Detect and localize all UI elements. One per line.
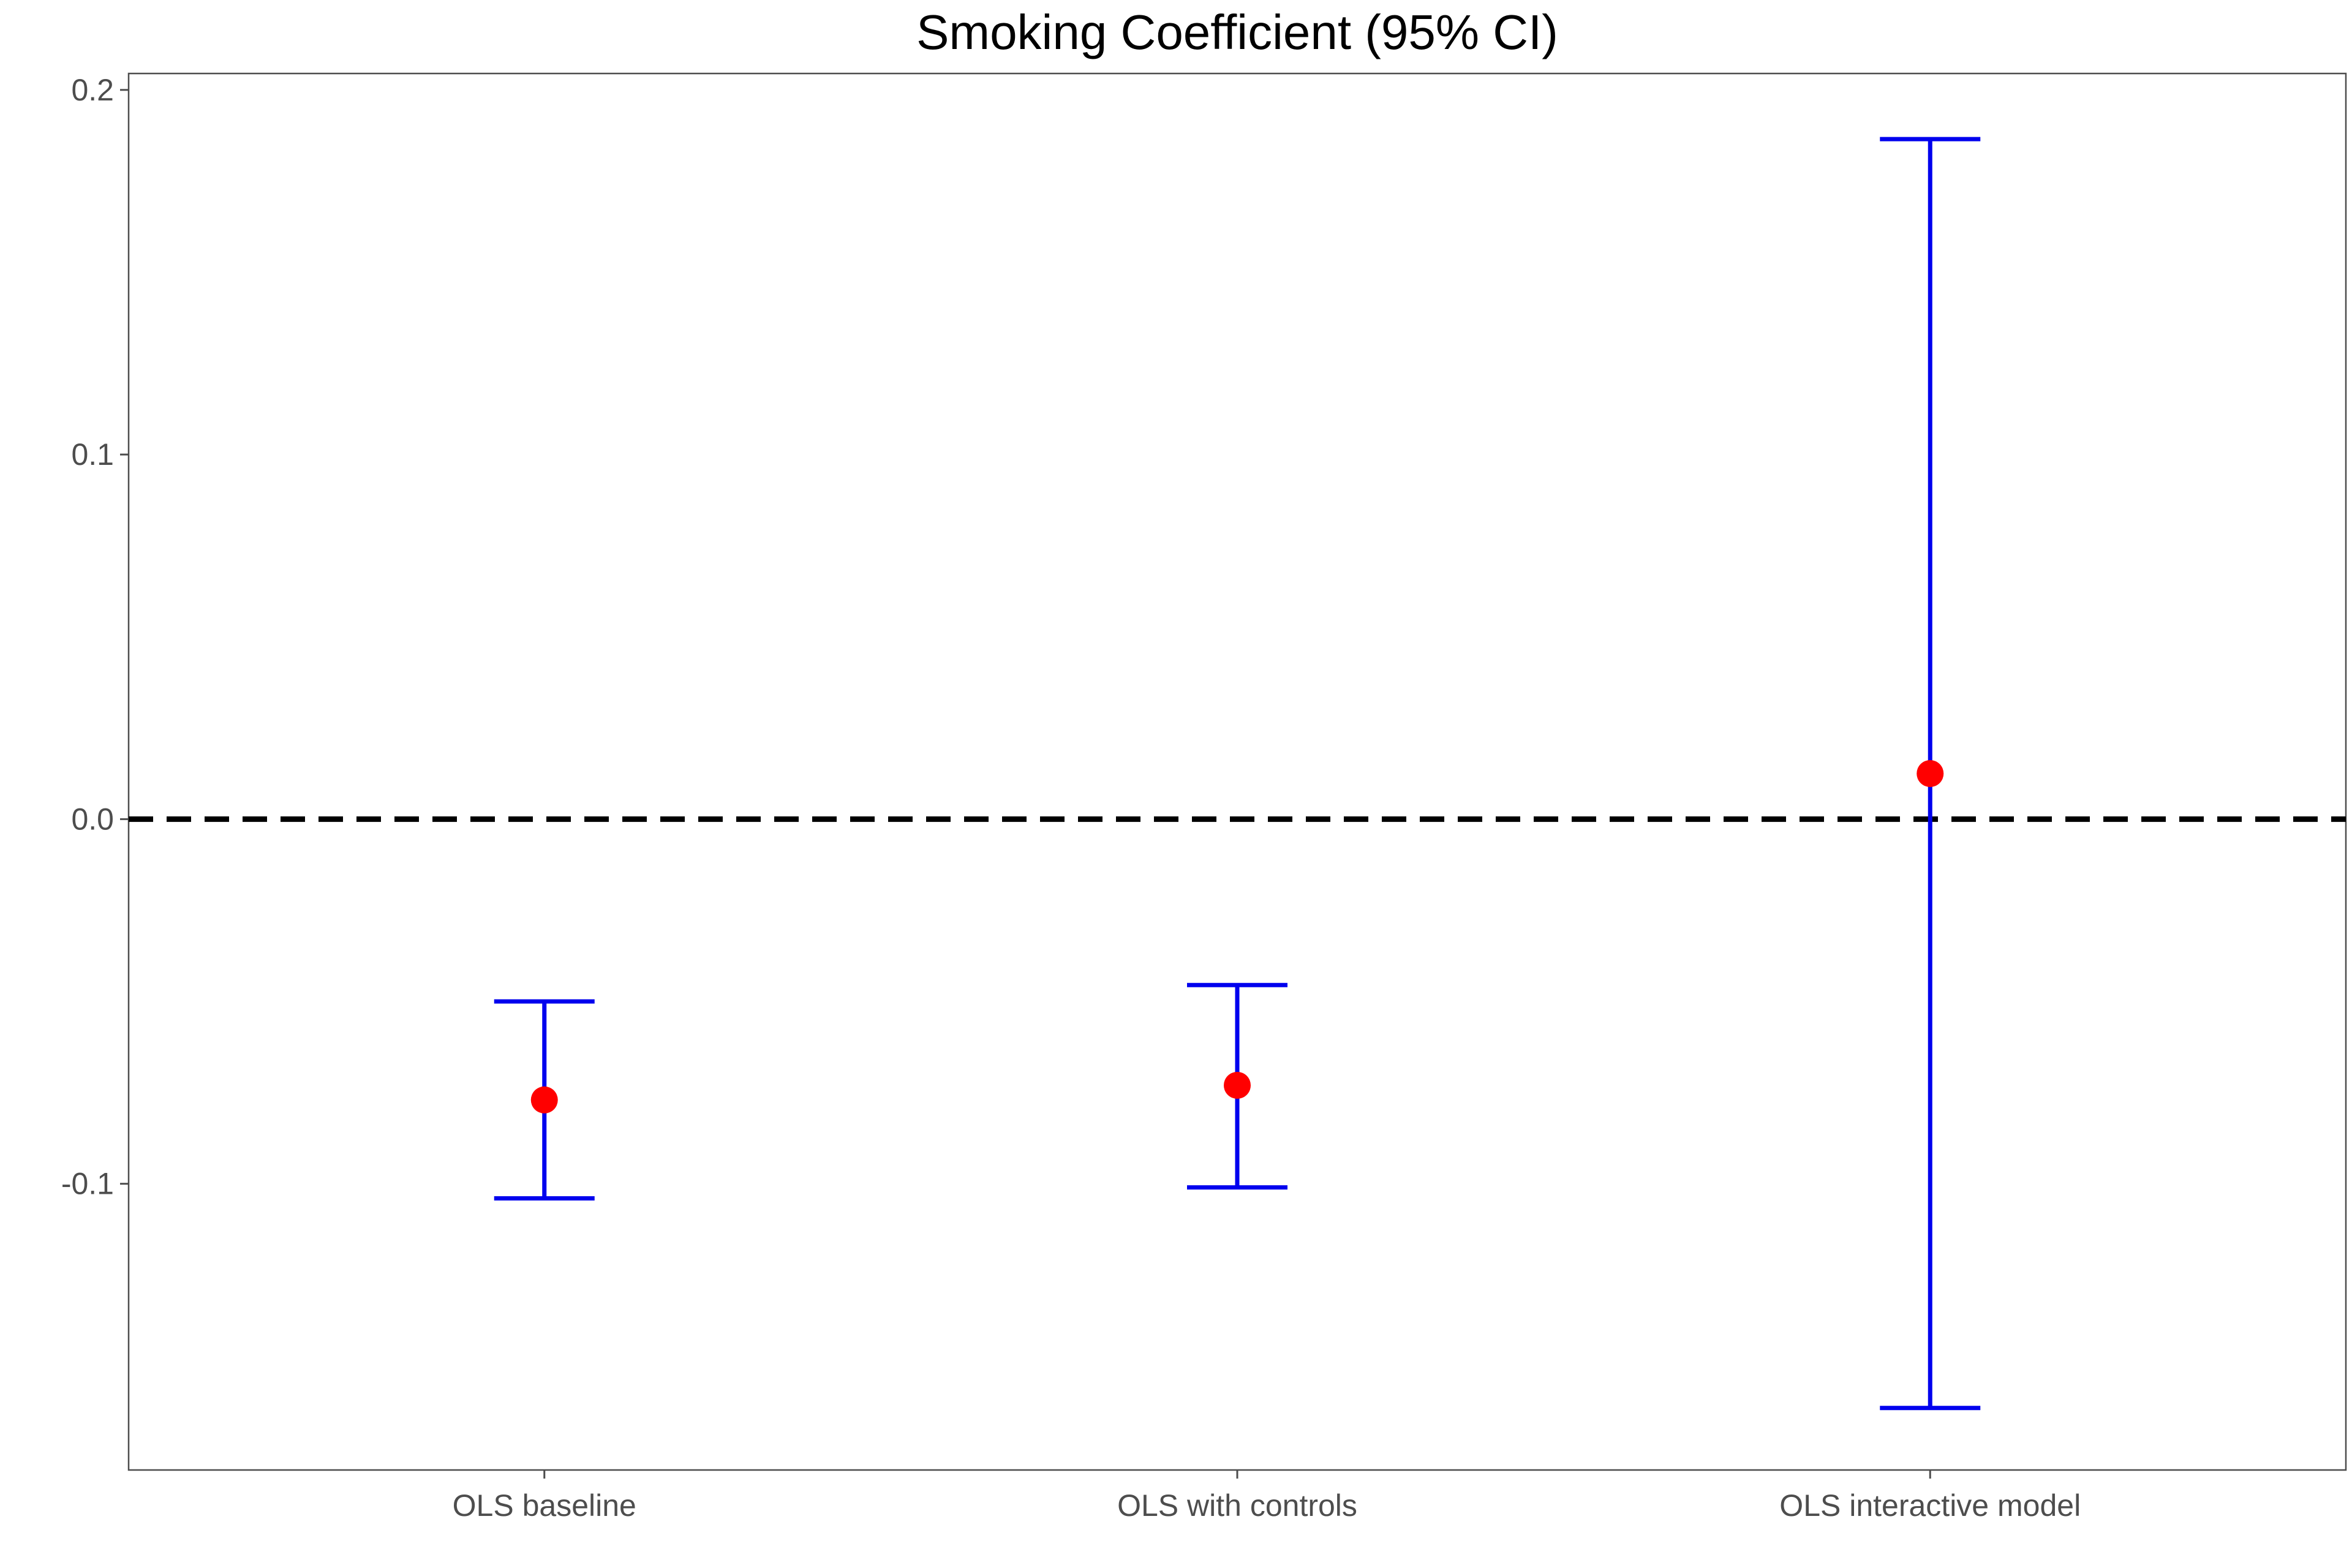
- point-estimate: [1917, 760, 1944, 787]
- y-tick-label: 0.2: [71, 73, 114, 107]
- point-estimate: [530, 1086, 558, 1114]
- y-tick-label: -0.1: [61, 1167, 114, 1201]
- x-tick-label: OLS interactive model: [1779, 1488, 2081, 1523]
- y-axis: -0.1 0.0 0.1 0.2: [61, 73, 129, 1201]
- y-tick-label: 0.1: [71, 437, 114, 472]
- point-estimate: [1224, 1071, 1251, 1099]
- x-axis: OLS baseline OLS with controls OLS interac…: [453, 1470, 2081, 1523]
- x-tick-label: OLS with controls: [1117, 1488, 1357, 1523]
- plot-panel: [127, 72, 2347, 1471]
- y-tick-label: 0.0: [71, 802, 114, 836]
- chart-title: Smoking Coefficient (95% CI): [916, 5, 1558, 59]
- points-layer: [530, 760, 1944, 1114]
- x-tick-label: OLS baseline: [453, 1488, 636, 1523]
